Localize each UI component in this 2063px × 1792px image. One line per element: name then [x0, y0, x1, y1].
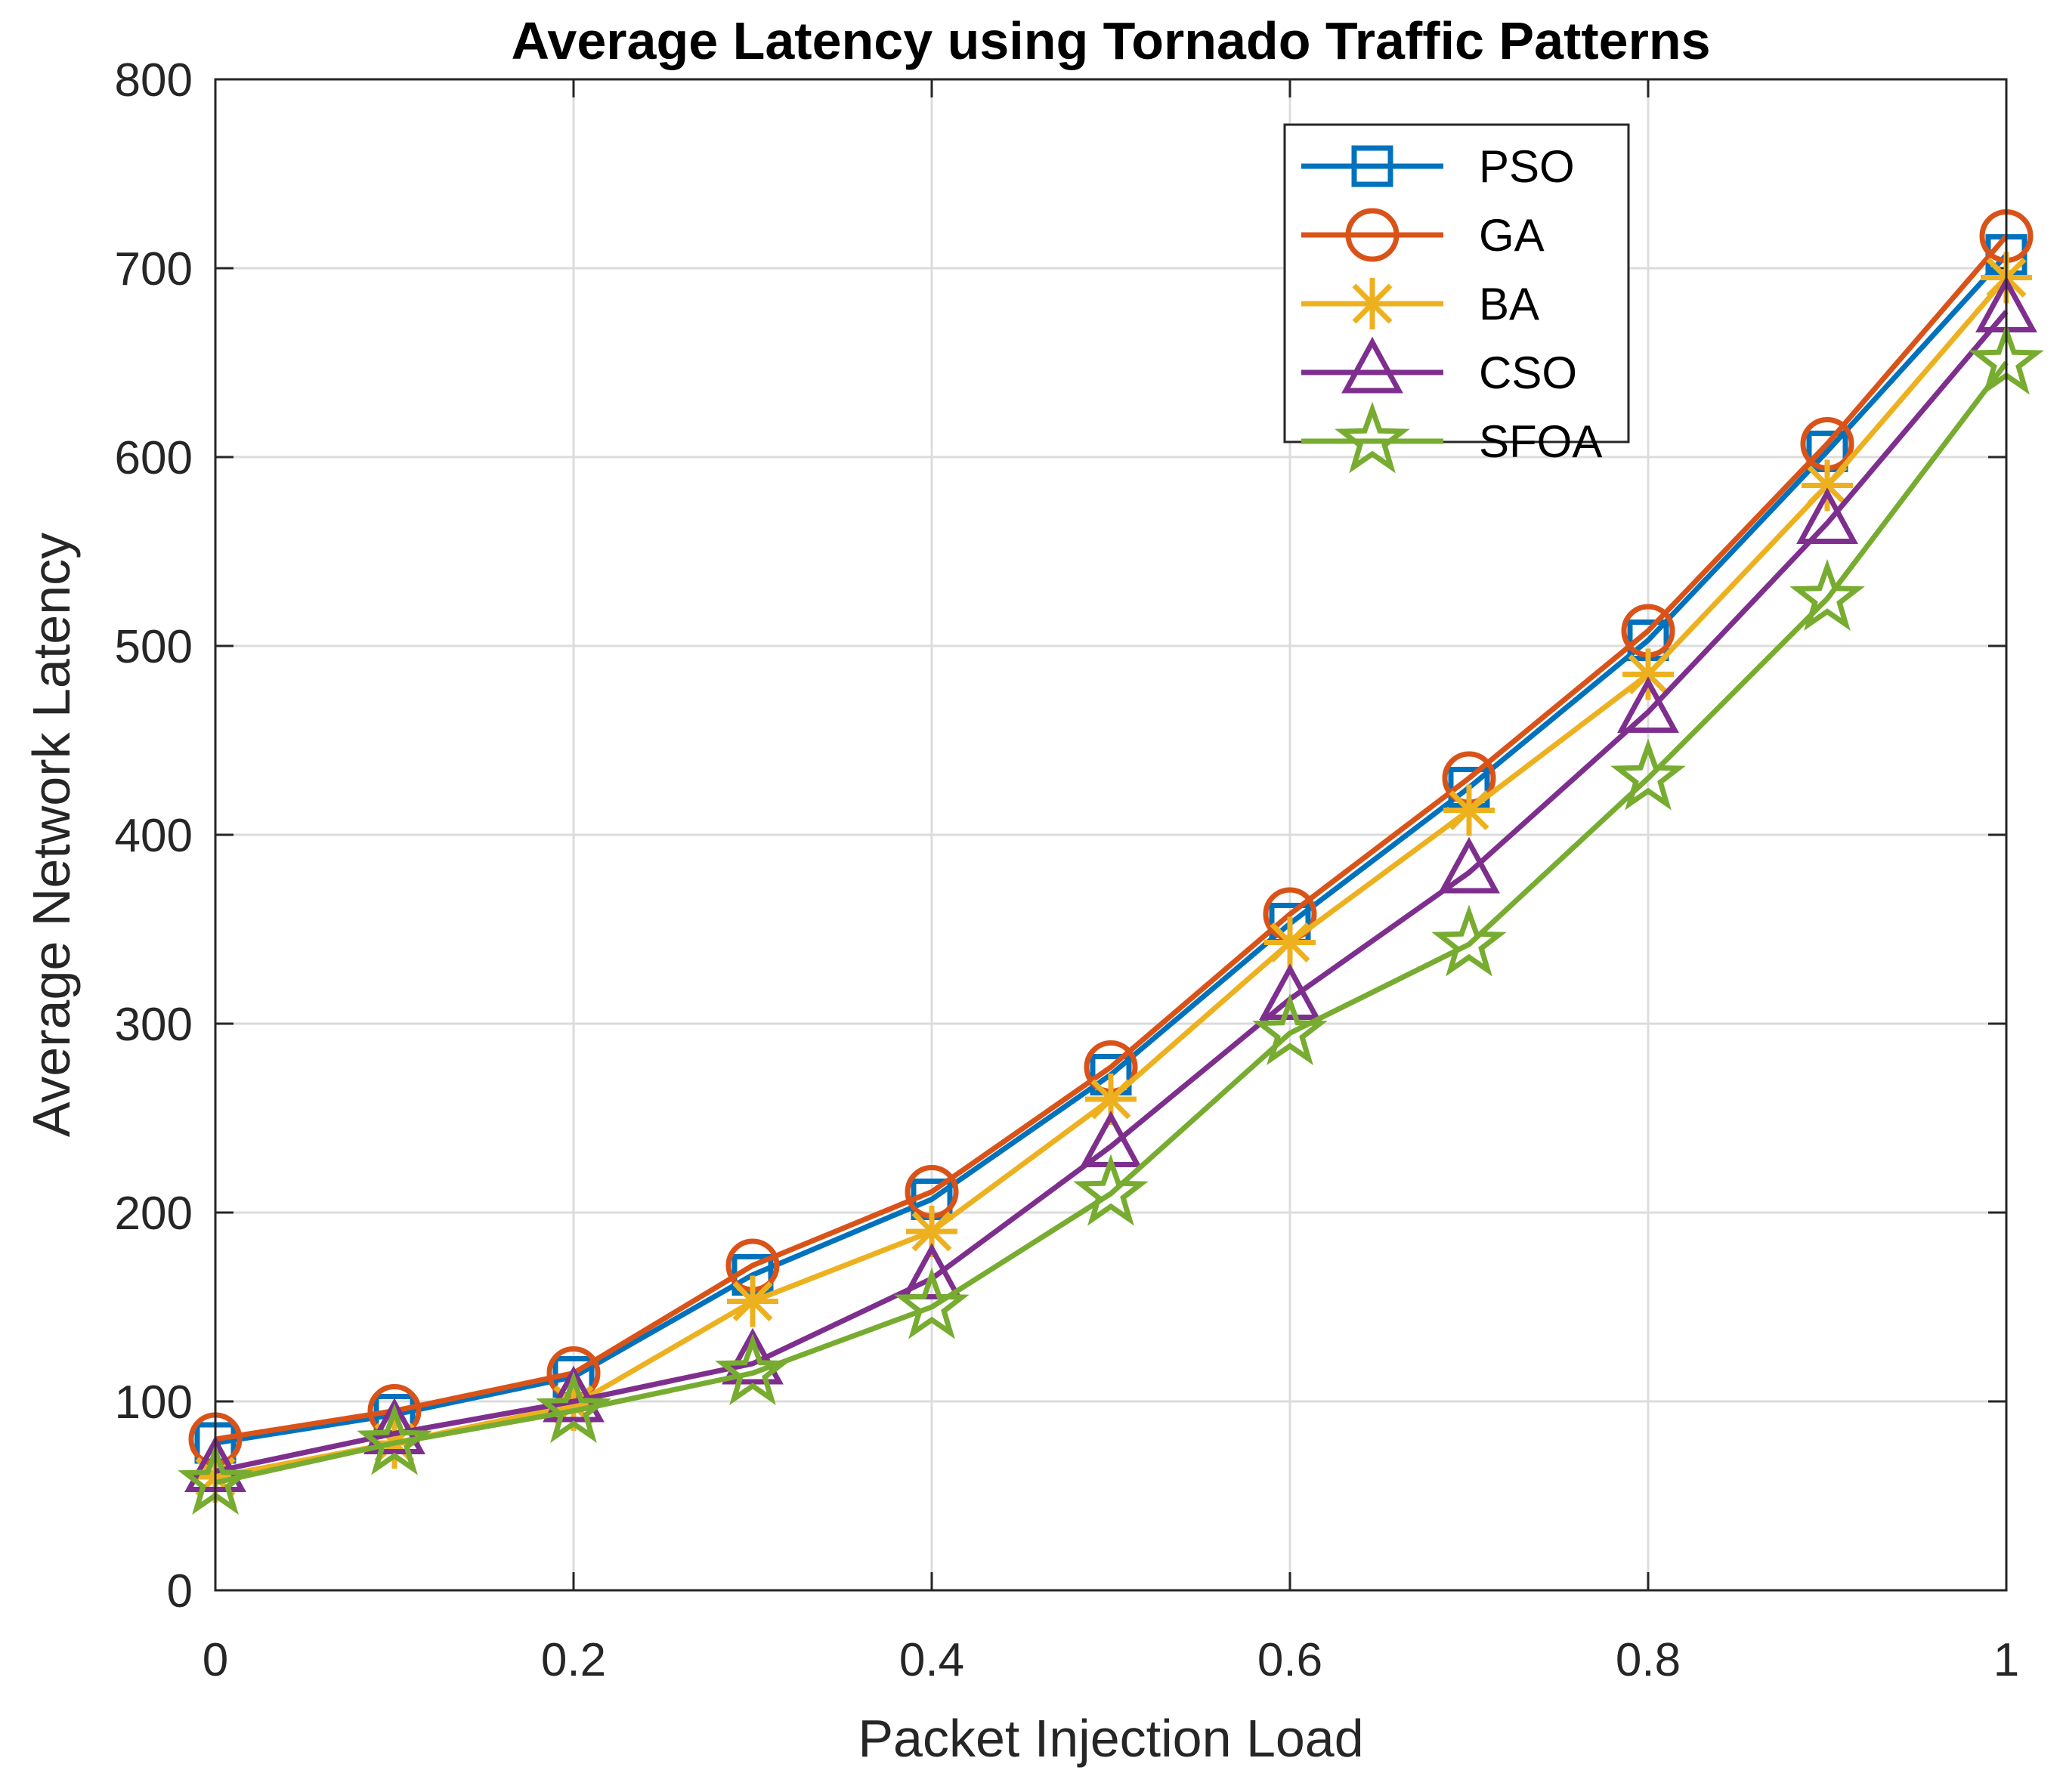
data-point-ba	[727, 1275, 778, 1327]
legend-item-ba: BA	[1301, 278, 1539, 329]
y-tick-label: 100	[115, 1376, 193, 1429]
legend-item-sfoa: SFOA	[1301, 401, 1602, 474]
data-point-ba	[1443, 784, 1495, 836]
x-tick-label: 0.2	[541, 1634, 606, 1686]
y-tick-labels: 0 100 200 300 400 500 600 700 800	[115, 54, 193, 1617]
x-axis-title: Packet Injection Load	[858, 1709, 1363, 1768]
y-tick-label: 500	[115, 621, 193, 673]
data-point-ba	[1264, 916, 1316, 969]
legend-marker-cso	[1341, 336, 1403, 394]
data-point-cso	[1259, 963, 1321, 1020]
y-tick-label: 800	[115, 54, 193, 107]
x-tick-label: 1	[1993, 1634, 2019, 1686]
legend-item-pso: PSO	[1301, 141, 1575, 192]
data-point-sfoa	[715, 1333, 790, 1405]
y-axis-title: Average Network Latency	[22, 533, 81, 1137]
data-point-cso	[1438, 836, 1500, 894]
x-tick-label: 0.4	[899, 1634, 964, 1686]
y-tick-label: 600	[115, 432, 193, 484]
legend-marker-ga	[1345, 208, 1400, 262]
legend-label-pso: PSO	[1479, 141, 1575, 192]
legend-label-sfoa: SFOA	[1479, 416, 1602, 467]
series-line-ga	[215, 234, 2009, 1442]
data-point-sfoa	[894, 1267, 970, 1339]
legend-marker-sfoa	[1335, 401, 1410, 474]
legend-box	[1283, 123, 1630, 443]
legend-label-cso: CSO	[1479, 348, 1577, 398]
x-tick-label: 0.6	[1257, 1634, 1322, 1686]
chart-title: Average Latency using Tornado Traffic Pa…	[511, 11, 1710, 70]
data-point-sfoa	[1252, 993, 1328, 1065]
data-point-cso	[901, 1243, 963, 1299]
data-point-sfoa	[1610, 738, 1686, 811]
legend-item-cso: CSO	[1301, 336, 1577, 398]
data-point-sfoa	[536, 1371, 611, 1443]
data-point-sfoa	[1431, 904, 1507, 977]
series-line-sfoa	[215, 360, 2009, 1485]
data-point-cso	[1796, 487, 1858, 544]
y-tick-label: 0	[167, 1565, 193, 1617]
data-point-cso	[722, 1327, 784, 1385]
data-point-cso	[363, 1398, 425, 1454]
legend-item-ga: GA	[1301, 208, 1545, 262]
y-tick-label: 700	[115, 243, 193, 295]
legend-marker-ba	[1347, 278, 1398, 329]
series-line-cso	[215, 310, 2009, 1474]
data-point-cso	[1617, 676, 1679, 733]
y-tick-label: 300	[115, 999, 193, 1051]
data-point-sfoa	[357, 1403, 432, 1475]
data-point-sfoa	[1073, 1154, 1149, 1226]
y-tick-label: 200	[115, 1188, 193, 1240]
legend: PSO GA BA CSO SFOA	[1283, 123, 1630, 474]
legend-label-ba: BA	[1479, 279, 1539, 329]
data-point-sfoa	[1789, 559, 1865, 631]
x-tick-label: 0.8	[1616, 1634, 1681, 1686]
legend-label-ga: GA	[1479, 210, 1545, 261]
legend-marker-pso	[1351, 145, 1393, 187]
data-point-ba	[1622, 648, 1674, 700]
x-tick-label: 0	[203, 1634, 228, 1686]
data-point-cso	[543, 1365, 605, 1423]
plot-frame	[214, 78, 2008, 1592]
x-tick-labels: 0 0.2 0.4 0.6 0.8 1	[203, 1634, 2019, 1686]
y-tick-label: 400	[115, 810, 193, 862]
data-point-ba	[1802, 459, 1853, 511]
